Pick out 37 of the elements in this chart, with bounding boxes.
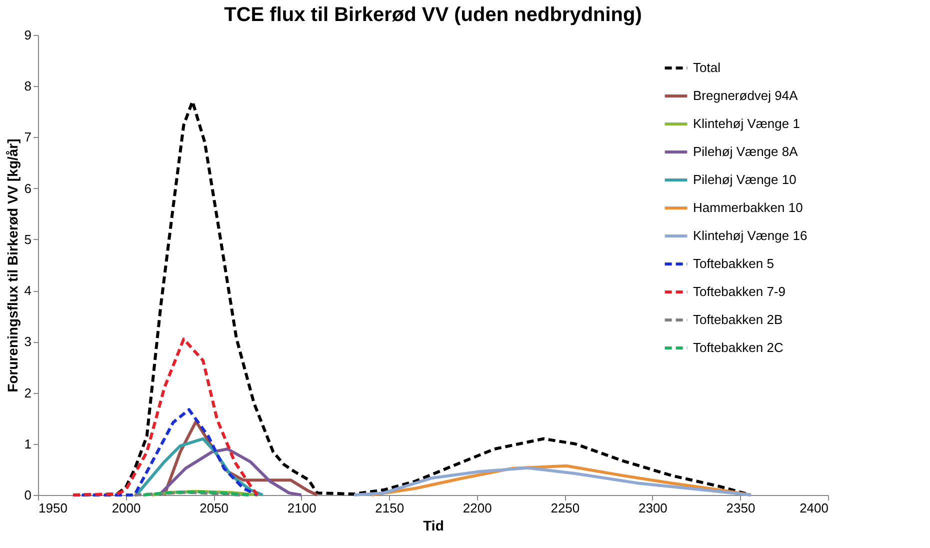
y-tick-label: 1: [24, 436, 32, 452]
legend-label: Klintehøj Vænge 16: [693, 228, 808, 243]
line-series: [72, 338, 259, 496]
line-series: [80, 408, 259, 496]
y-tick-label: 7: [24, 130, 32, 145]
y-tick-label: 4: [24, 283, 32, 298]
x-tick-label: 2100: [287, 500, 316, 516]
y-tick-label: 5: [24, 232, 32, 247]
y-tick-label: 9: [24, 28, 32, 42]
line-series: [158, 448, 303, 496]
x-tick-label: 2000: [112, 500, 141, 516]
x-tick-label: 1950: [38, 500, 68, 516]
x-axis-title: Tid: [423, 518, 444, 534]
x-tick-label: 2050: [200, 500, 229, 516]
y-tick-label: 2: [24, 385, 32, 400]
y-tick-label: 6: [24, 180, 32, 196]
y-axis-title: Forureningsflux til Birkerød VV [kg/år]: [4, 138, 20, 392]
y-tick-label: 3: [24, 334, 32, 350]
legend-label: Toftebakken 5: [693, 256, 774, 271]
x-tick-label: 2300: [638, 500, 668, 516]
x-tick-label: 2400: [800, 500, 828, 516]
legend-label: Total: [693, 60, 721, 75]
legend-label: Toftebakken 7-9: [693, 284, 786, 299]
y-tick-label: 8: [24, 78, 32, 94]
chart-title: TCE flux til Birkerød VV (uden nedbrydning): [224, 4, 642, 26]
x-tick-label: 2200: [462, 500, 492, 516]
x-tick-label: 2350: [726, 500, 756, 516]
x-tick-label: 2250: [550, 500, 580, 516]
legend-label: Pilehøj Vænge 10: [693, 172, 796, 187]
legend-label: Hammerbakken 10: [693, 200, 803, 215]
x-tick-label: 2150: [375, 500, 404, 516]
legend-label: Toftebakken 2C: [693, 340, 784, 355]
y-tick-label: 0: [24, 488, 32, 502]
legend-label: Klintehøj Vænge 1: [693, 116, 800, 131]
legend-label: Toftebakken 2B: [693, 312, 783, 327]
legend-label: Bregnerødvej 94A: [693, 88, 798, 103]
legend-label: Pilehøj Vænge 8A: [693, 144, 798, 159]
